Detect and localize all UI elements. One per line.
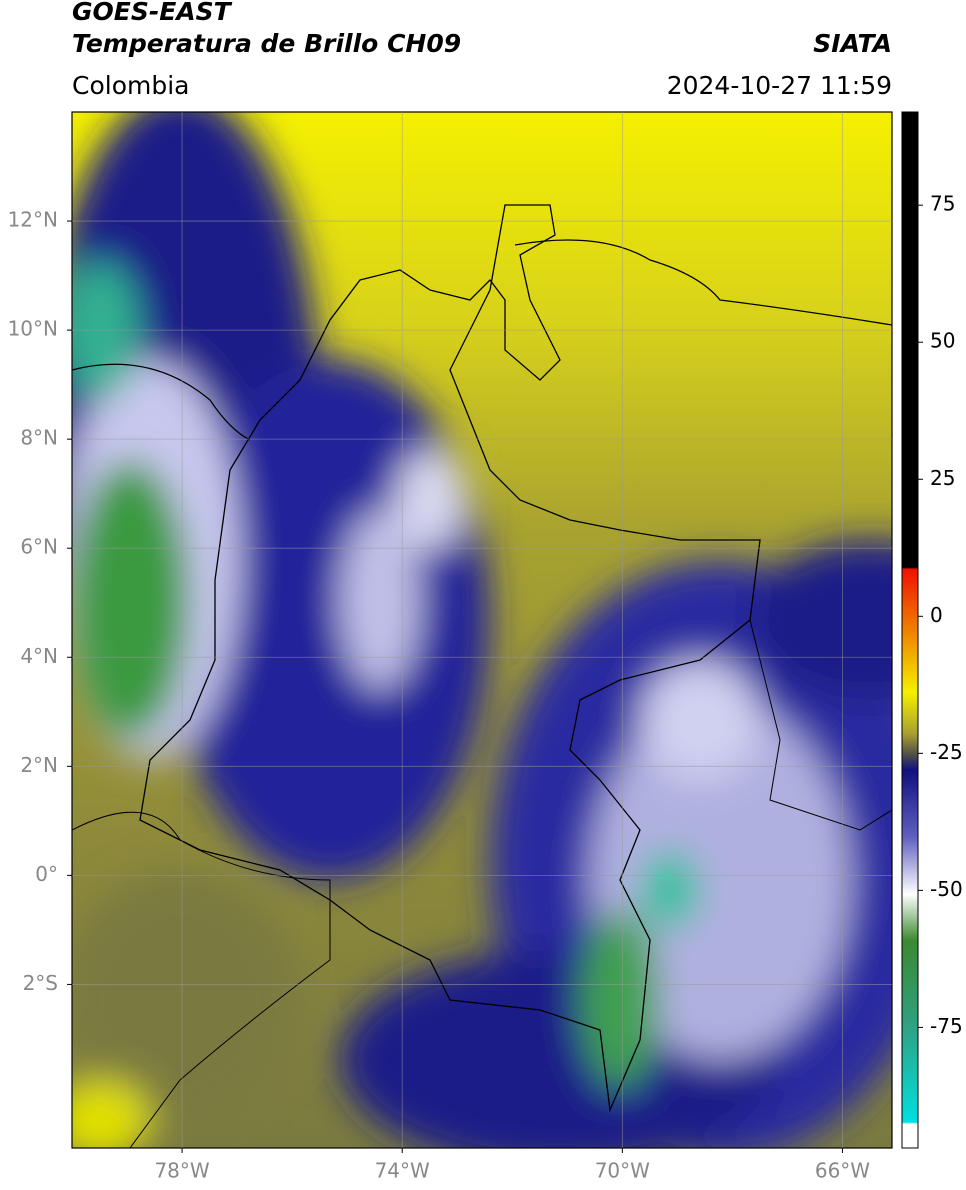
source: SIATA: [813, 29, 892, 58]
y-tick-label: 6°N: [20, 535, 58, 559]
colorbar-tick-label: -75: [930, 1014, 963, 1038]
subtitle: Temperatura de Brillo CH09: [72, 29, 461, 58]
y-tick-label: 0°: [35, 862, 58, 886]
colorbar-tick-label: 50: [930, 329, 955, 353]
y-tick-label: 4°N: [20, 644, 58, 668]
colorbar-tick-label: 25: [930, 466, 955, 490]
colorbar-tick-label: -50: [930, 877, 963, 901]
x-tick-label: 74°W: [375, 1159, 430, 1183]
map-frame: [71, 111, 893, 1149]
satellite-image: [72, 112, 892, 1148]
timestamp: 2024-10-27 11:59: [667, 71, 892, 100]
y-tick-label: 10°N: [8, 317, 58, 341]
y-tick-label: 8°N: [20, 426, 58, 450]
colorbar-tick-label: -25: [930, 740, 963, 764]
colorbar: [901, 111, 919, 1149]
y-tick-label: 12°N: [8, 208, 58, 232]
title: GOES-EAST: [72, 0, 233, 26]
colorbar-tick-label: 0: [930, 603, 943, 627]
x-tick-label: 66°W: [815, 1159, 870, 1183]
colorbar-tick-label: 75: [930, 192, 955, 216]
region: Colombia: [72, 71, 189, 100]
x-tick-label: 70°W: [595, 1159, 650, 1183]
x-tick-label: 78°W: [154, 1159, 209, 1183]
y-tick-label: 2°N: [20, 753, 58, 777]
y-tick-label: 2°S: [23, 971, 58, 995]
